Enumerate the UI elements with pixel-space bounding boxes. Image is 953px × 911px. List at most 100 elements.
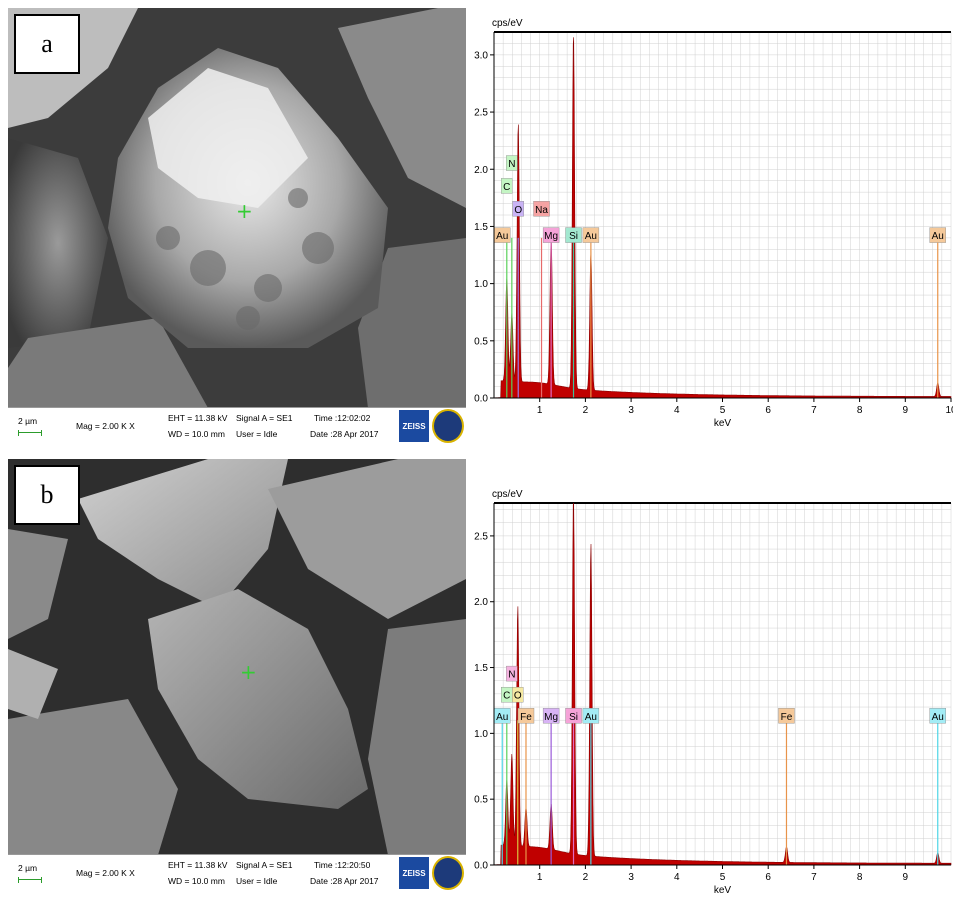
x-tick-label: 4 [674, 872, 680, 883]
x-tick-label: 1 [537, 405, 543, 416]
svg-text:Au: Au [585, 231, 597, 242]
panel-label-a: a [14, 14, 80, 74]
y-tick-label: 3.0 [474, 50, 488, 61]
x-tick-label: 8 [857, 405, 863, 416]
panel-label-b: b [14, 465, 80, 525]
institution-logo [432, 409, 464, 443]
x-tick-label: 2 [583, 405, 589, 416]
analysis-point-marker-a: + [236, 199, 253, 223]
svg-text:Au: Au [496, 712, 508, 723]
element-label-au: Au [494, 227, 511, 243]
x-tick-label: 6 [765, 405, 771, 416]
spectrum-b: N C O Au Fe Mg Si Au Fe Au 1 2 3 4 5 6 7 8 9 0.0 0.5 1.0 1.5 2.… [466, 455, 953, 910]
svg-text:C: C [503, 182, 510, 193]
x-tick-label: 7 [811, 405, 817, 416]
element-label-au: Au [494, 708, 511, 724]
institution-logo [432, 856, 464, 890]
svg-text:Au: Au [585, 712, 597, 723]
svg-text:N: N [508, 159, 515, 170]
y-tick-label: 2.5 [474, 531, 488, 542]
element-label-fe: Fe [517, 708, 535, 724]
wd-text: WD = 10.0 mm [168, 876, 225, 886]
date-text: Date :28 Apr 2017 [310, 876, 379, 886]
element-label-mg: Mg [542, 227, 560, 243]
sem-photo-b: + [8, 459, 466, 855]
scale-bar [18, 877, 42, 883]
x-tick-label: 7 [811, 872, 817, 883]
panel-a: + a 2 µm Mag = 2.00 K X EHT = 11.38 kV W… [0, 0, 953, 455]
y-tick-label: 0.5 [474, 336, 488, 347]
y-tick-label: 1.0 [474, 279, 488, 290]
x-axis-label: keV [714, 418, 732, 429]
sem-infobar-b: 2 µm Mag = 2.00 K X EHT = 11.38 kV WD = … [8, 854, 466, 891]
mag-text: Mag = 2.00 K X [76, 868, 135, 878]
scale-bar-label: 2 µm [18, 416, 38, 426]
x-tick-label: 3 [628, 872, 634, 883]
element-label-c: C [501, 178, 513, 194]
spectrum-series [493, 502, 952, 866]
x-tick-label: 4 [674, 405, 680, 416]
y-tick-label: 0.5 [474, 795, 488, 806]
zeiss-logo: ZEISS [399, 857, 429, 889]
y-tick-label: 1.5 [474, 222, 488, 233]
svg-text:Mg: Mg [544, 712, 558, 723]
x-tick-label: 5 [720, 405, 726, 416]
element-label-fe: Fe [778, 708, 795, 724]
grid [493, 503, 952, 866]
user-text: User = Idle [236, 876, 278, 886]
spectrum-a: N C O Na Au Mg Si Au Au 1 2 3 4 5 6 7 8 9 10 0.0 0.5 1.0 1.5 2.… [466, 0, 953, 455]
svg-text:Au: Au [496, 231, 508, 242]
y-tick-label: 2.0 [474, 165, 488, 176]
mag-text: Mag = 2.00 K X [76, 421, 135, 431]
element-label-si: Si [565, 227, 582, 243]
svg-text:N: N [508, 670, 515, 681]
element-label-au: Au [929, 708, 946, 724]
spectrum-chart-a: N C O Na Au Mg Si Au Au 1 2 3 4 5 6 7 8 9 10 0.0 0.5 1.0 1.5 2.… [474, 18, 953, 429]
svg-text:Fe: Fe [781, 712, 793, 723]
scale-bar-label: 2 µm [18, 863, 38, 873]
time-text: Time :12:02:02 [314, 413, 371, 423]
svg-text:O: O [514, 205, 522, 216]
x-tick-label: 9 [903, 405, 909, 416]
x-axis-label: keV [714, 885, 732, 896]
x-tick-label: 9 [903, 872, 909, 883]
y-tick-label: 2.0 [474, 597, 488, 608]
x-tick-label: 1 [537, 872, 543, 883]
x-tick-label: 6 [765, 872, 771, 883]
grid [493, 31, 952, 399]
x-tick-label: 2 [583, 872, 589, 883]
spectrum-chart-b: NC O Au Fe Mg Si Au Fe Au 1 2 3 4 5 6 7 8 9 0.0 0.5 1.0 1.5 2.… [474, 489, 952, 896]
time-text: Time :12:20:50 [314, 860, 371, 870]
panel-b: + b 2 µm Mag = 2.00 K X EHT = 11.38 kV W… [0, 455, 953, 911]
y-tick-label: 0.0 [474, 394, 488, 405]
y-axis-label: cps/eV [492, 489, 523, 500]
element-label-au: Au [929, 227, 946, 243]
user-text: User = Idle [236, 429, 278, 439]
svg-text:Fe: Fe [520, 712, 532, 723]
x-tick-label: 8 [857, 872, 863, 883]
element-label-mg: Mg [542, 708, 560, 724]
svg-text:Mg: Mg [544, 231, 558, 242]
element-label-o: O [512, 201, 524, 217]
signal-text: Signal A = SE1 [236, 860, 293, 870]
sem-image-b: + b 2 µm Mag = 2.00 K X EHT = 11.38 kV W… [8, 459, 466, 891]
element-label-o: O [512, 686, 524, 703]
element-label-c: C [501, 686, 513, 703]
analysis-point-marker-b: + [240, 660, 257, 684]
element-label-n: N [506, 665, 518, 682]
scale-bar [18, 430, 42, 436]
x-tick-label: 3 [628, 405, 634, 416]
element-label-na: Na [533, 201, 550, 217]
spectrum-series [493, 37, 952, 399]
sem-image-a: + a 2 µm Mag = 2.00 K X EHT = 11.38 kV W… [8, 8, 466, 444]
y-axis-label: cps/eV [492, 18, 523, 29]
y-tick-label: 2.5 [474, 108, 488, 119]
x-tick-label: 10 [945, 405, 953, 416]
element-label-si: Si [565, 708, 582, 724]
date-text: Date :28 Apr 2017 [310, 429, 379, 439]
svg-text:Si: Si [569, 712, 578, 723]
x-tick-label: 5 [720, 872, 726, 883]
svg-text:Si: Si [569, 231, 578, 242]
svg-text:Na: Na [535, 205, 548, 216]
svg-text:Au: Au [932, 712, 944, 723]
